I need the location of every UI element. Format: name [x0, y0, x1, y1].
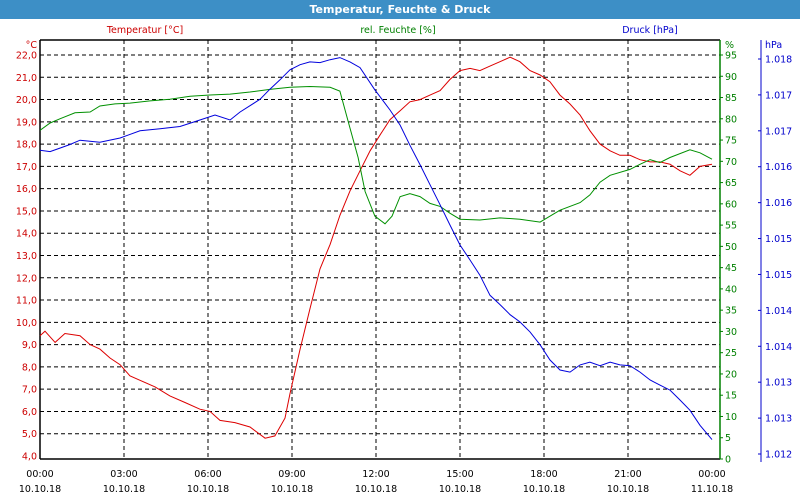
humidity-tick-label: 45 — [725, 263, 737, 274]
humidity-tick-label: 80 — [725, 114, 737, 125]
temp-tick-label: 8,0 — [22, 362, 37, 373]
pressure-tick-label: 1.015 — [765, 234, 792, 245]
pressure-tick-label: 1.016 — [765, 198, 792, 209]
pressure-tick-label: 1.013 — [765, 414, 792, 425]
x-tick-date: 11.10.18 — [691, 484, 733, 495]
x-tick-date: 10.10.18 — [187, 484, 229, 495]
x-tick-time: 21:00 — [614, 469, 641, 480]
x-tick-time: 09:00 — [278, 469, 305, 480]
humidity-tick-label: 55 — [725, 221, 737, 232]
humidity-tick-label: 15 — [725, 391, 737, 402]
temp-tick-label: 4,0 — [22, 452, 37, 463]
pressure-tick-label: 1.014 — [765, 306, 792, 317]
temp-tick-label: 22,0 — [16, 51, 37, 62]
x-tick-time: 03:00 — [110, 469, 137, 480]
humidity-axis-title: rel. Feuchte [%] — [360, 25, 435, 36]
temp-tick-label: 5,0 — [22, 429, 37, 440]
humidity-tick-label: 60 — [725, 199, 737, 210]
x-tick-date: 10.10.18 — [19, 484, 61, 495]
pressure-tick-label: 1.014 — [765, 342, 792, 353]
pressure-tick-label: 1.013 — [765, 378, 792, 389]
humidity-tick-label: 40 — [725, 284, 737, 295]
temp-tick-label: 17,0 — [16, 162, 37, 173]
humidity-tick-label: 20 — [725, 369, 737, 380]
humidity-tick-label: 90 — [725, 72, 737, 83]
pressure-tick-label: 1.017 — [765, 126, 792, 137]
humidity-tick-label: 95 — [725, 51, 737, 62]
temp-tick-label: 21,0 — [16, 73, 37, 84]
series-line-hum — [39, 85, 713, 225]
humidity-unit-label: % — [725, 40, 734, 51]
chart-title: Temperatur, Feuchte & Druck — [0, 0, 800, 19]
humidity-tick-label: 85 — [725, 93, 737, 104]
temp-tick-label: 18,0 — [16, 140, 37, 151]
temp-tick-label: 6,0 — [22, 407, 37, 418]
temp-tick-label: 11,0 — [16, 296, 37, 307]
humidity-tick-label: 0 — [725, 455, 731, 466]
x-tick-time: 12:00 — [362, 469, 389, 480]
temp-tick-label: 9,0 — [22, 340, 37, 351]
x-tick-time: 00:00 — [698, 469, 725, 480]
humidity-tick-label: 65 — [725, 178, 737, 189]
x-tick-time: 06:00 — [194, 469, 221, 480]
x-tick-date: 10.10.18 — [607, 484, 649, 495]
x-tick-time: 18:00 — [530, 469, 557, 480]
x-tick-date: 10.10.18 — [103, 484, 145, 495]
x-tick-date: 10.10.18 — [439, 484, 481, 495]
humidity-tick-label: 5 — [725, 433, 731, 444]
pressure-tick-label: 1.016 — [765, 162, 792, 173]
pressure-unit-label: hPa — [765, 40, 782, 51]
humidity-tick-label: 50 — [725, 242, 737, 253]
pressure-tick-label: 1.017 — [765, 90, 792, 101]
humidity-tick-label: 25 — [725, 348, 737, 359]
temp-tick-label: 10,0 — [16, 318, 37, 329]
humidity-tick-label: 70 — [725, 157, 737, 168]
temp-tick-label: 13,0 — [16, 251, 37, 262]
humidity-tick-label: 10 — [725, 412, 737, 423]
humidity-tick-label: 35 — [725, 306, 737, 317]
temp-tick-label: 14,0 — [16, 229, 37, 240]
temp-unit-label: °C — [26, 40, 38, 51]
x-tick-time: 00:00 — [26, 469, 53, 480]
series-line-press — [39, 57, 713, 440]
pressure-tick-label: 1.012 — [765, 450, 792, 461]
temp-tick-label: 20,0 — [16, 95, 37, 106]
temp-tick-label: 12,0 — [16, 273, 37, 284]
x-tick-time: 15:00 — [446, 469, 473, 480]
pressure-axis-title: Druck [hPa] — [622, 25, 678, 36]
temp-tick-label: 16,0 — [16, 184, 37, 195]
temp-tick-label: 7,0 — [22, 385, 37, 396]
series-line-temp — [39, 56, 713, 439]
x-tick-date: 10.10.18 — [271, 484, 313, 495]
humidity-tick-label: 75 — [725, 136, 737, 147]
temp-axis-title: Temperatur [°C] — [106, 25, 183, 36]
x-tick-date: 10.10.18 — [355, 484, 397, 495]
pressure-tick-label: 1.018 — [765, 55, 792, 66]
humidity-tick-label: 30 — [725, 327, 737, 338]
pressure-tick-label: 1.015 — [765, 270, 792, 281]
temp-tick-label: 19,0 — [16, 117, 37, 128]
x-tick-date: 10.10.18 — [523, 484, 565, 495]
temp-tick-label: 15,0 — [16, 206, 37, 217]
